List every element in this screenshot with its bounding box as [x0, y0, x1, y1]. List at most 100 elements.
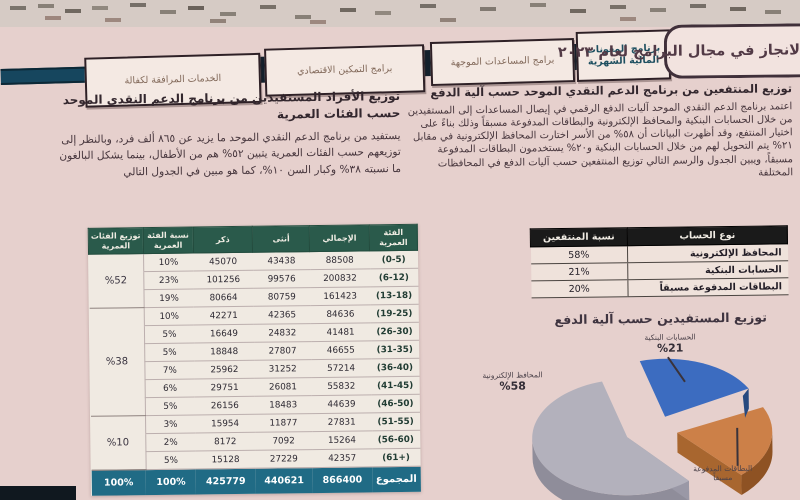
- account-type-cell: الحسابات البنكية: [627, 260, 788, 280]
- row-total-cell: 27831: [311, 413, 372, 432]
- total-label-cell: المجموع: [372, 466, 421, 493]
- payment-section-title: توزيع المنتفعين من برنامج الدعم النقدي ا…: [430, 81, 793, 100]
- female-count-cell: 31252: [254, 359, 312, 379]
- age-pct-cell: 19%: [143, 289, 194, 308]
- row-total-cell: 55832: [311, 377, 372, 396]
- prepaid-cards-label: البطاقات المدفوعة مسبقاً: [683, 464, 763, 483]
- row-total-cell: 15264: [311, 431, 372, 450]
- age-pct-cell: 2%: [145, 433, 196, 452]
- male-count-cell: 29751: [194, 378, 255, 398]
- payment-section-paragraph: اعتمد برنامج الدعم النقدي الموحد آليات ا…: [407, 101, 794, 179]
- male-count-cell: 15128: [195, 450, 256, 470]
- total-sum-cell: 866400: [312, 467, 373, 494]
- col-header-female: أنثى: [252, 225, 310, 253]
- female-count-cell: 80759: [253, 287, 311, 307]
- row-total-cell: 200832: [309, 269, 370, 288]
- age-distribution-section: توزيع الأفراد المستفيدين من برنامج الدعم…: [56, 88, 401, 181]
- age-category-cell: (6-12): [369, 268, 418, 288]
- total-dist-cell: 100%: [91, 469, 147, 496]
- age-pct-cell: 5%: [145, 397, 196, 416]
- age-pct-cell: 7%: [144, 361, 195, 380]
- row-total-cell: 57214: [311, 359, 372, 378]
- col-header-total: الإجمالي: [309, 224, 370, 252]
- col-header-age-group-dist: توزيع الفئات العمرية: [88, 227, 144, 255]
- row-total-cell: 84636: [310, 305, 371, 324]
- row-total-cell: 42357: [312, 449, 373, 468]
- prepaid-cards-label-text: البطاقات المدفوعة مسبقاً: [693, 463, 753, 483]
- payment-mechanism-section: توزيع المنتفعين من برنامج الدعم النقدي ا…: [406, 81, 793, 184]
- total-male-cell: 425779: [195, 468, 256, 495]
- female-count-cell: 42365: [253, 305, 311, 325]
- female-count-cell: 99576: [253, 269, 311, 289]
- age-category-cell: (13-18): [369, 286, 419, 306]
- scan-noise-texture: [10, 6, 26, 10]
- age-groups-table: الفئة العمرية الإجمالي أنثى ذكر نسبة الف…: [87, 223, 421, 496]
- age-group-share-cell: %10: [90, 415, 146, 471]
- col-header-age-category: الفئة العمرية: [369, 224, 418, 252]
- age-pct-cell: 3%: [145, 415, 196, 434]
- female-count-cell: 18483: [254, 395, 312, 415]
- pie-slice-prepaid-cards: [677, 407, 773, 495]
- scan-noise-strip: [0, 0, 800, 27]
- account-table-body: المحافظ الإلكترونية 58% الحسابات البنكية 21…: [530, 243, 789, 298]
- female-count-cell: 43438: [252, 251, 310, 271]
- col-header-age-pct: نسبة الفئة العمرية: [142, 227, 194, 254]
- age-group-share-cell: %38: [89, 307, 146, 417]
- male-count-cell: 15954: [195, 414, 256, 434]
- account-type-table: نوع الحساب نسبة المنتفعين المحافظ الإلكت…: [530, 225, 789, 298]
- age-category-cell: (26-30): [370, 322, 419, 342]
- age-section-title: توزيع الأفراد المستفيدين من برنامج الدعم…: [62, 88, 401, 122]
- male-count-cell: 25962: [194, 360, 255, 380]
- age-category-cell: (46-50): [371, 394, 420, 414]
- beneficiary-pct-cell: 20%: [530, 279, 629, 298]
- age-pct-cell: 23%: [143, 271, 194, 290]
- age-pct-cell: 5%: [145, 451, 196, 470]
- bank-accounts-label: الحسابات البنكية %21: [627, 332, 713, 355]
- age-category-cell: (0-5): [369, 250, 418, 270]
- age-category-cell: (51-55): [371, 412, 420, 432]
- age-group-share-cell: %52: [88, 253, 144, 309]
- female-count-cell: 27229: [255, 449, 313, 469]
- pie-slice-wallets: [532, 381, 690, 500]
- age-table-body: (0-5) 88508 43438 45070 10% %52 (6-12) 200832 99…: [88, 250, 421, 471]
- col-header-male: ذكر: [192, 226, 253, 254]
- account-type-cell: المحافظ الإلكترونية: [627, 243, 788, 263]
- wallets-label-value: %58: [499, 379, 526, 393]
- pie-chart-graphic: [532, 358, 773, 500]
- female-count-cell: 11877: [254, 413, 312, 433]
- male-count-cell: 42271: [193, 306, 254, 326]
- row-total-cell: 161423: [310, 287, 371, 306]
- male-count-cell: 45070: [193, 252, 254, 272]
- male-count-cell: 18848: [194, 342, 255, 362]
- female-count-cell: 7092: [255, 431, 313, 451]
- row-total-cell: 46655: [310, 341, 371, 360]
- age-category-cell: (31-35): [370, 340, 419, 360]
- male-count-cell: 16649: [193, 324, 255, 344]
- account-table-row: البطاقات المدفوعة مسبقاً 20%: [530, 277, 789, 298]
- female-count-cell: 27807: [254, 341, 312, 361]
- age-category-cell: (61+): [371, 448, 421, 468]
- row-total-cell: 44639: [311, 395, 372, 414]
- male-count-cell: 80664: [193, 288, 254, 308]
- wallets-label: المحافظ الإلكترونية %58: [481, 370, 543, 393]
- beneficiary-pct-cell: 58%: [530, 245, 628, 264]
- beneficiary-pct-cell: 21%: [530, 262, 628, 281]
- age-category-cell: (36-40): [370, 358, 420, 378]
- male-count-cell: 26156: [194, 396, 255, 416]
- male-count-cell: 101256: [193, 270, 254, 290]
- female-count-cell: 26081: [254, 377, 312, 397]
- age-table-header-row: الفئة العمرية الإجمالي أنثى ذكر نسبة الف…: [88, 224, 418, 255]
- age-pct-cell: 5%: [144, 325, 195, 344]
- male-count-cell: 8172: [195, 432, 256, 452]
- row-total-cell: 88508: [309, 251, 370, 270]
- age-pct-cell: 5%: [144, 343, 195, 362]
- wallets-label-text: المحافظ الإلكترونية: [482, 370, 543, 381]
- age-section-paragraph: يستفيد من برنامج الدعم النقدي الموحد ما …: [59, 129, 402, 178]
- payment-pie-chart: توزيع المستفيدين حسب آلية الدفع: [479, 305, 800, 500]
- col-header-account-type: نوع الحساب: [627, 225, 788, 246]
- age-pct-cell: 6%: [144, 379, 195, 398]
- scan-artifact-corner: [0, 486, 76, 500]
- age-category-cell: (19-25): [370, 304, 419, 324]
- total-female-cell: 440621: [255, 467, 313, 494]
